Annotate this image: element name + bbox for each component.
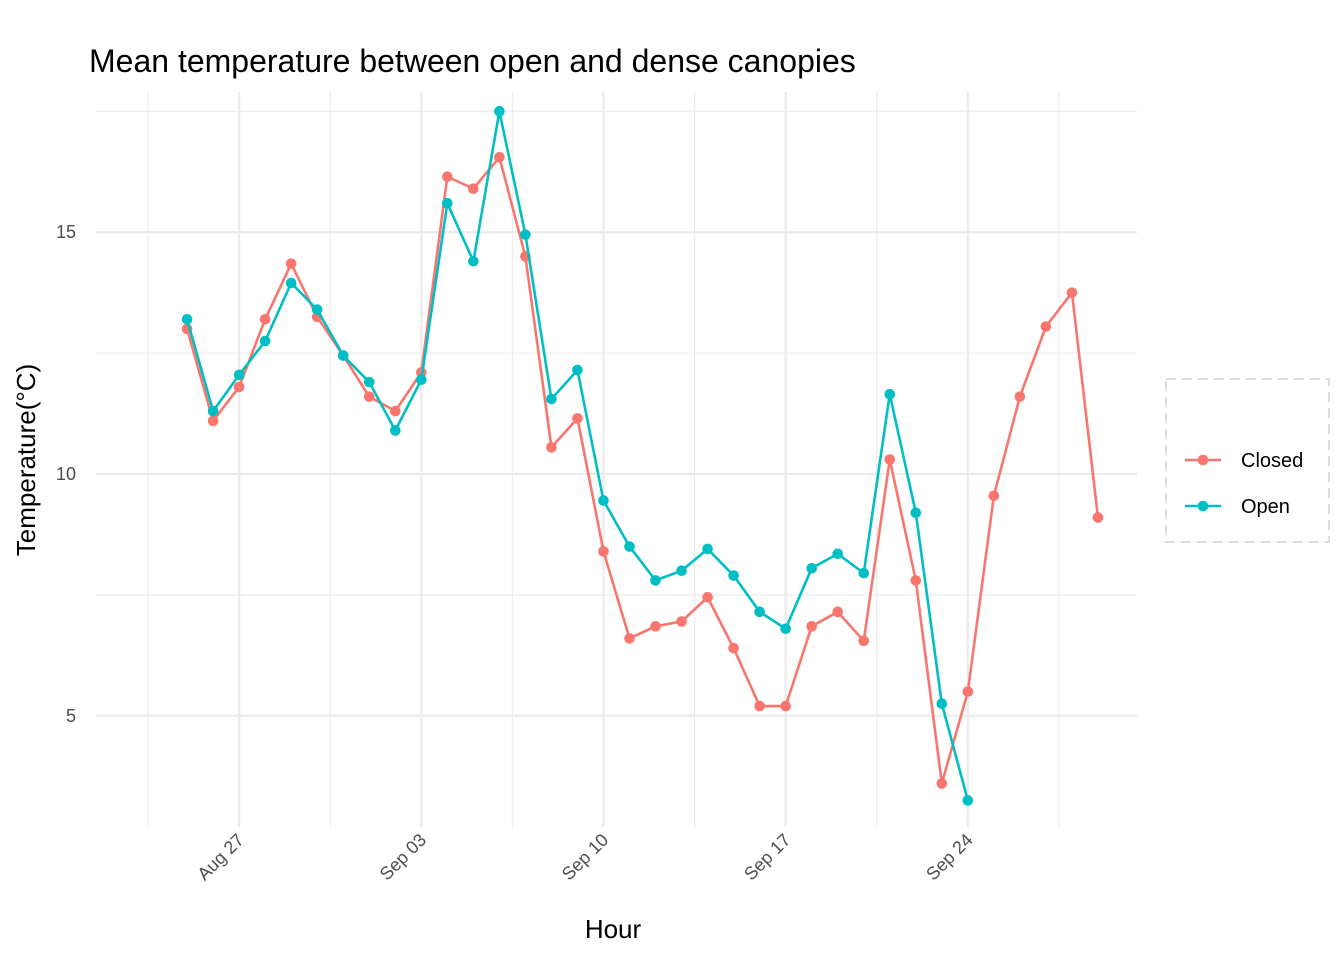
data-point-open: [910, 507, 922, 518]
data-point-closed: [832, 606, 844, 618]
data-point-closed: [494, 151, 505, 163]
chart-title: Mean temperature between open and dense …: [89, 43, 856, 79]
data-point-open: [337, 350, 349, 361]
y-tick-label: 15: [56, 222, 76, 242]
data-point-closed: [624, 633, 635, 644]
series-open: [181, 106, 974, 806]
data-point-closed: [910, 575, 922, 586]
y-tick-label: 10: [56, 464, 76, 484]
data-point-open: [806, 562, 817, 574]
data-point-closed: [1092, 512, 1104, 523]
legend-item-closed: Closed: [1185, 450, 1303, 472]
data-point-open: [520, 229, 531, 240]
data-point-open: [858, 567, 870, 579]
legend-box: [1165, 378, 1330, 543]
data-point-closed: [806, 621, 817, 632]
data-point-open: [780, 623, 791, 635]
data-point-open: [962, 795, 974, 806]
data-point-closed: [468, 183, 479, 195]
data-point-open: [233, 369, 245, 381]
data-point-open: [285, 277, 297, 289]
series-line-open: [185, 110, 970, 801]
data-point-closed: [858, 635, 870, 647]
legend-label-closed: Closed: [1241, 450, 1303, 472]
data-point-closed: [546, 442, 557, 453]
x-tick-label: Sep 24: [922, 830, 976, 884]
data-point-open: [754, 606, 765, 618]
x-axis-title: Hour: [585, 914, 642, 944]
legend: Closed Open: [1165, 378, 1330, 543]
x-axis-ticks: Aug 27 Sep 03 Sep 10 Sep 17 Sep 24: [193, 830, 976, 884]
x-tick-label: Aug 27: [193, 830, 247, 884]
x-tick-label: Sep 17: [740, 830, 794, 884]
data-point-open: [468, 255, 479, 267]
legend-label-open: Open: [1241, 496, 1290, 518]
data-point-closed: [884, 454, 896, 465]
data-point-closed: [754, 700, 765, 712]
data-point-open: [546, 393, 557, 405]
data-point-open: [624, 541, 635, 552]
data-point-open: [884, 388, 896, 400]
data-point-open: [363, 376, 375, 388]
y-axis-title: Temperature(°C): [11, 364, 41, 556]
series-layer: [181, 106, 1104, 806]
data-point-open: [416, 374, 427, 386]
data-point-closed: [363, 391, 375, 402]
data-point-closed: [728, 642, 739, 654]
data-point-closed: [988, 490, 1000, 502]
data-point-open: [832, 548, 844, 560]
data-point-open: [598, 495, 609, 506]
series-line-closed: [185, 155, 1100, 785]
data-point-open: [572, 364, 583, 376]
data-point-closed: [1066, 287, 1078, 298]
data-point-open: [676, 565, 687, 577]
x-tick-label: Sep 10: [558, 830, 612, 884]
x-tick-label: Sep 03: [376, 830, 430, 884]
data-point-open: [207, 405, 219, 417]
data-point-open: [494, 106, 505, 117]
data-point-closed: [389, 405, 401, 417]
data-point-open: [702, 543, 713, 555]
data-point-closed: [259, 313, 271, 325]
data-point-closed: [676, 616, 687, 627]
data-point-open: [311, 304, 323, 315]
legend-point-closed: [1197, 454, 1209, 466]
data-point-open: [259, 335, 271, 347]
y-tick-label: 5: [66, 706, 76, 726]
data-point-closed: [702, 592, 713, 603]
data-point-closed: [442, 171, 453, 182]
data-point-closed: [572, 413, 583, 424]
series-closed: [181, 151, 1104, 789]
data-point-closed: [1014, 391, 1026, 402]
legend-point-open: [1197, 500, 1209, 512]
data-point-closed: [936, 778, 948, 789]
data-point-closed: [598, 546, 609, 557]
data-point-closed: [207, 415, 219, 427]
data-point-closed: [650, 621, 661, 632]
data-point-open: [650, 575, 661, 586]
data-point-open: [728, 570, 739, 581]
data-point-closed: [962, 686, 974, 697]
y-axis-ticks: 5 10 15: [56, 222, 76, 726]
grid: [96, 92, 1137, 827]
legend-item-open: Open: [1185, 496, 1290, 518]
data-point-closed: [285, 258, 297, 269]
data-point-open: [936, 698, 948, 709]
data-point-closed: [1040, 321, 1052, 332]
data-point-open: [181, 313, 193, 325]
data-point-closed: [780, 700, 791, 712]
data-point-open: [389, 425, 401, 436]
data-point-closed: [233, 381, 245, 393]
data-point-open: [442, 197, 453, 209]
